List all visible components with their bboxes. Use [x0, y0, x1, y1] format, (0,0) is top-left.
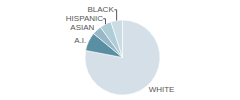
svg-text:ASIAN: ASIAN — [70, 23, 94, 32]
svg-text:WHITE: WHITE — [149, 85, 175, 94]
svg-text:HISPANIC: HISPANIC — [66, 14, 103, 23]
svg-text:BLACK: BLACK — [87, 5, 114, 14]
svg-text:A.I.: A.I. — [74, 36, 86, 45]
